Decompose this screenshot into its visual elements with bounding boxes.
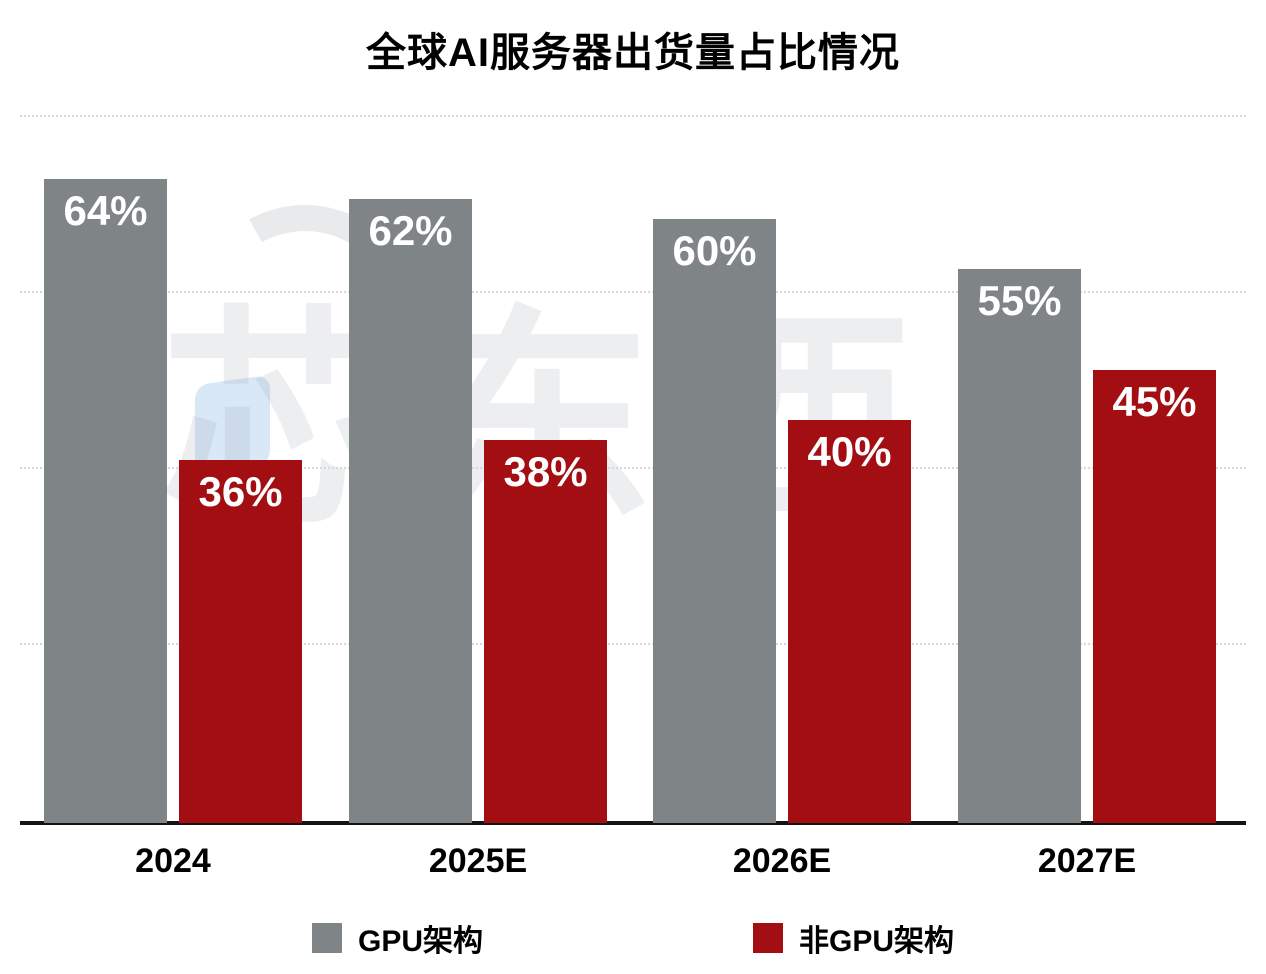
chart-title: 全球AI服务器出货量占比情况 [366,31,900,75]
x-axis-label-2027E: 2027E [1037,842,1137,880]
bar-value-label: 36% [198,468,283,515]
legend-item-non-gpu: 非GPU架构 [753,916,954,960]
legend-swatch-gpu [311,923,342,953]
gridline [20,643,1246,645]
bar-non-gpu-2024: 36% [179,460,302,823]
x-axis-label-2026E: 2026E [732,842,832,880]
x-axis-line [20,821,1246,825]
legend-item-gpu: GPU架构 [311,916,483,960]
bar-gpu-2026E: 60% [653,219,776,823]
bar-value-label: 62% [368,207,453,254]
x-axis-label-2024: 2024 [135,842,211,880]
x-axis-label-2025E: 2025E [428,842,528,880]
gridline [20,115,1246,117]
legend-label-non-gpu: 非GPU架构 [799,925,955,958]
bar-non-gpu-2026E: 40% [788,420,911,823]
bar-value-label: 64% [63,187,148,234]
legend-label-gpu: GPU架构 [357,925,483,958]
bar-value-label: 40% [807,428,892,475]
gridline [20,291,1246,293]
bar-gpu-2025E: 62% [349,199,472,823]
legend-swatch-non-gpu [753,923,783,953]
bar-value-label: 60% [672,227,757,274]
gridline [20,467,1246,469]
bar-non-gpu-2025E: 38% [484,440,607,823]
bar-gpu-2024: 64% [44,179,167,823]
bar-value-label: 45% [1112,378,1197,425]
bar-gpu-2027E: 55% [958,269,1081,823]
legend: GPU架构 非GPU架构 [0,916,1266,960]
bar-value-label: 55% [977,277,1062,324]
bar-value-label: 38% [503,448,588,495]
bar-non-gpu-2027E: 45% [1093,370,1216,823]
